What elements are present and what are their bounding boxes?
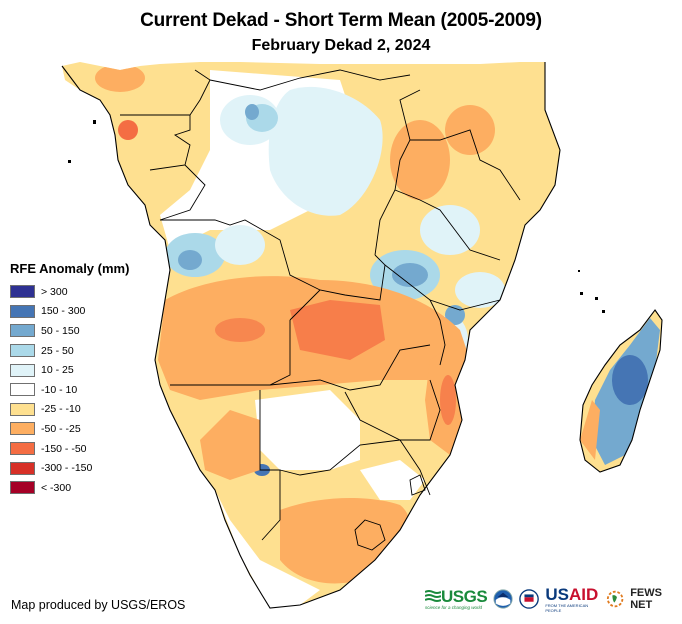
usgs-tagline: science for a changing world [425,605,483,610]
anomaly-wet-angola-core [178,250,202,270]
rainfall-anomaly-map [61,62,663,609]
legend-label: -300 - -150 [41,462,93,475]
africa-coastline [61,62,561,609]
legend-swatch [10,324,35,338]
border-uganda-kenya [410,129,521,201]
legend-items: > 300 150 - 300 50 - 150 25 - 50 10 - 25 -10 … [10,282,129,498]
island [580,292,583,295]
island [93,120,96,124]
border-malawi [429,299,446,366]
legend-swatch [10,461,35,475]
legend-label: -150 - -50 [41,442,87,455]
anomaly-very-dry-angola [215,318,265,342]
usgs-wordmark: USGS [441,587,488,606]
anomaly-wet-coast [455,272,505,308]
anomaly-very-wet-madagascar [612,355,648,405]
legend-swatch [10,285,35,299]
usaid-logo: USAID FROM THE AMERICAN PEOPLE [545,586,600,613]
legend-swatch [10,481,35,495]
legend-swatch [10,422,35,436]
border-car [209,69,411,91]
islands [68,120,605,313]
usgs-wave-icon [425,589,441,602]
island [578,270,580,272]
border-tanzania-north [394,189,501,261]
anomaly-neutral-botswana [255,390,360,470]
partner-logos: USGS science for a changing world USAID … [425,584,682,614]
legend-item: > 300 [10,282,129,302]
anomaly-very-dry-mozambique [440,375,456,425]
island [602,310,605,313]
anomaly-neutral-highveld [360,460,425,500]
noaa-logo-icon [493,589,513,609]
legend-label: < -300 [41,481,72,494]
border-congo [159,164,206,221]
map-subtitle: February Dekad 2, 2024 [251,37,431,54]
legend-item: 25 - 50 [10,341,129,361]
island [68,160,71,163]
border-mozambique-sa [399,439,431,496]
border-angola-zambia [170,289,321,386]
border-drc-east [374,89,421,256]
anomaly-wet-drc-south [215,225,265,265]
legend-item: 10 - 25 [10,360,129,380]
legend-label: -10 - 10 [41,383,78,396]
legend-label: > 300 [41,285,68,298]
legend-item: -10 - 10 [10,380,129,400]
map-title: Current Dekad - Short Term Mean (2005-20… [140,10,542,31]
legend-label: 150 - 300 [41,305,86,318]
legend-swatch [10,402,35,416]
legend-item: 50 - 150 [10,321,129,341]
border-lesotho [354,519,386,551]
coastlines [61,62,663,609]
usaid-wordmark: USAID [545,584,599,604]
legend-swatch [10,442,35,456]
usgs-logo: USGS science for a changing world [425,587,488,610]
anomaly-wet-tanzania-core [392,263,428,287]
border-zambia-zimbabwe [269,344,431,391]
fews-net-wordmark: FEWS NET [630,587,662,611]
legend: RFE Anomaly (mm) > 300 150 - 300 50 - 150 2… [10,261,129,498]
legend-item: -150 - -50 [10,439,129,459]
anomaly-dry-east [390,120,450,200]
legend-label: 50 - 150 [41,324,80,337]
legend-swatch [10,344,35,358]
legend-swatch [10,363,35,377]
border-cameroon [189,69,211,116]
credit-text: Map produced by USGS/EROS [11,598,186,612]
anomaly-dry-namibia [200,410,260,480]
usaid-tagline: FROM THE AMERICAN PEOPLE [545,602,589,613]
legend-label: 10 - 25 [41,364,74,377]
legend-item: 150 - 300 [10,302,129,322]
anomaly-very-dry-gabon [118,120,138,140]
fews-globe-icon [606,590,624,608]
usaid-seal-icon [519,589,540,609]
legend-label: 25 - 50 [41,344,74,357]
anomaly-neutral-cape [180,480,320,608]
island [595,297,598,300]
anomaly-dry-madagascar-west [580,400,600,460]
anomaly-dry-west [95,64,145,92]
anomaly-wet-drc-spot [245,104,259,120]
legend-swatch [10,383,35,397]
border-drc-south [160,219,386,301]
legend-label: -25 - -10 [41,403,81,416]
anomaly-wet-tanzania-north [420,205,480,255]
anomaly-very-dry-zambia [290,300,385,360]
border-zimbabwe [344,379,441,441]
border-botswana-sa [279,439,401,476]
legend-item: -50 - -25 [10,419,129,439]
legend-item: -25 - -10 [10,400,129,420]
madagascar-coastline [579,309,663,473]
country-borders [120,69,521,551]
legend-title: RFE Anomaly (mm) [10,261,130,276]
legend-label: -50 - -25 [41,422,81,435]
border-tanzania-south [384,264,501,311]
legend-item: < -300 [10,478,129,498]
anomaly-wet-drc [268,86,383,216]
legend-item: -300 - -150 [10,458,129,478]
border-eswatini [409,474,426,496]
legend-swatch [10,304,35,318]
